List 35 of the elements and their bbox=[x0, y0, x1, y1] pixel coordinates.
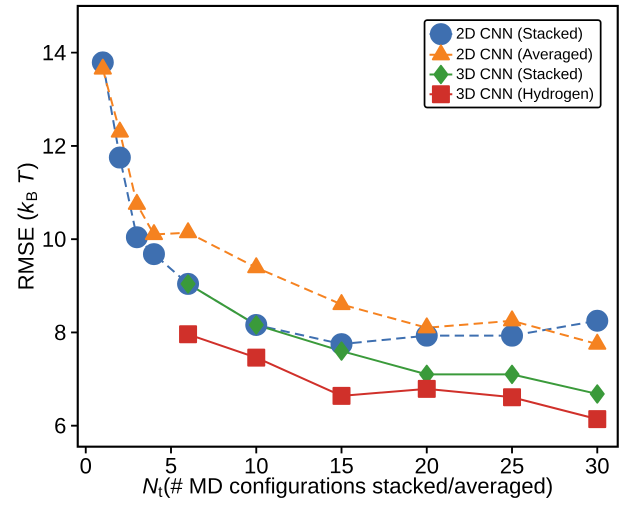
x-tick-label: 15 bbox=[330, 458, 353, 474]
point bbox=[418, 380, 436, 398]
point bbox=[503, 388, 522, 406]
point bbox=[332, 386, 351, 405]
y-tick-label: 14 bbox=[44, 45, 66, 60]
point bbox=[504, 364, 520, 384]
legend-label: 2D CNN (Stacked) bbox=[456, 28, 582, 42]
point bbox=[142, 243, 165, 266]
x-tick-label: 10 bbox=[246, 458, 268, 474]
point bbox=[108, 146, 131, 169]
x-tick-label: 20 bbox=[416, 458, 438, 474]
point bbox=[334, 341, 350, 361]
point bbox=[126, 226, 148, 248]
point bbox=[110, 122, 129, 138]
point bbox=[247, 348, 266, 367]
legend-label: 3D CNN (Hydrogen) bbox=[456, 88, 594, 102]
y-tick-label: 8 bbox=[55, 324, 66, 340]
legend-label: 3D CNN (Stacked) bbox=[456, 68, 582, 82]
point bbox=[501, 324, 524, 347]
x-tick-label: 5 bbox=[166, 458, 176, 474]
y-tick-label: 6 bbox=[55, 418, 66, 434]
point bbox=[590, 384, 605, 404]
legend-label: 2D CNN (Averaged) bbox=[456, 48, 592, 62]
point bbox=[179, 325, 198, 344]
x-axis-title: N$_{t}$(# MD configurations stacked/averaged) bbox=[142, 477, 552, 498]
point bbox=[588, 410, 606, 428]
x-tick-label: 30 bbox=[586, 458, 609, 474]
y-tick-label: 10 bbox=[44, 231, 66, 247]
point bbox=[180, 274, 196, 294]
y-axis-title: RMSE (k$_{B}$ T) bbox=[18, 164, 38, 289]
y-tick-label: 12 bbox=[44, 138, 66, 154]
point bbox=[586, 310, 608, 332]
point bbox=[248, 315, 264, 335]
x-tick-label: 0 bbox=[80, 458, 92, 474]
x-tick-label: 25 bbox=[500, 458, 524, 474]
